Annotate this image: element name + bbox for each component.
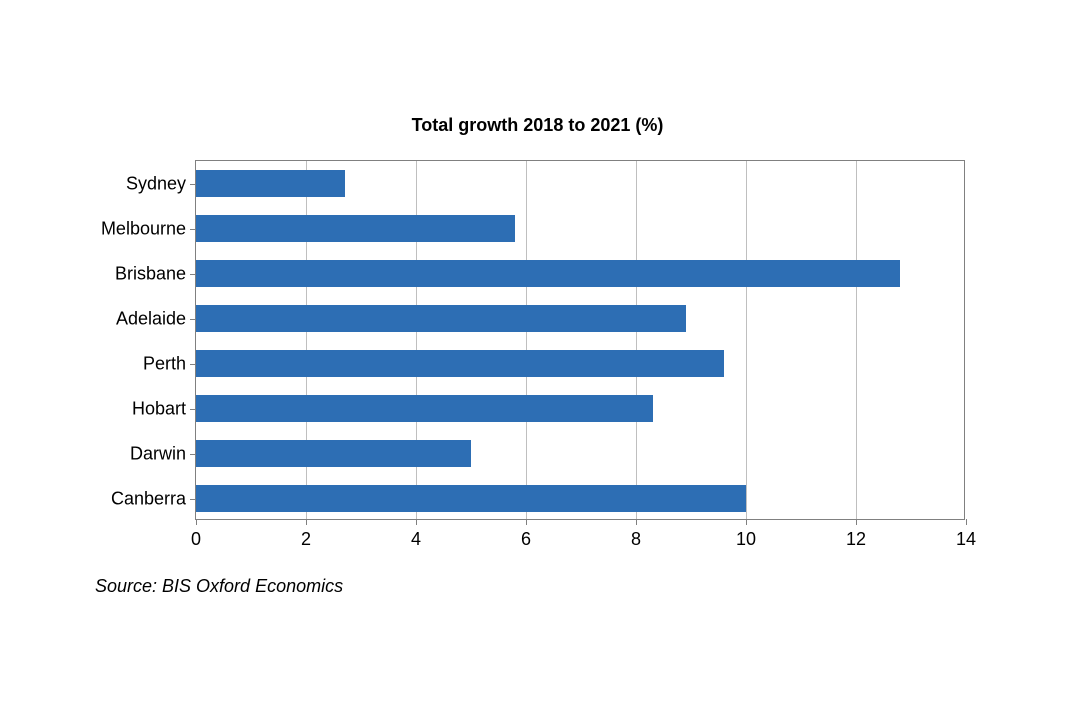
x-axis-label: 8 [631,519,641,550]
plot-area: 02468101214SydneyMelbourneBrisbaneAdelai… [195,160,965,520]
bar [196,260,900,288]
x-axis-label: 14 [956,519,976,550]
y-axis-label: Darwin [130,443,196,464]
bar [196,215,515,243]
bar [196,395,653,423]
chart-title: Total growth 2018 to 2021 (%) [0,115,1075,136]
gridline [856,161,857,519]
source-note: Source: BIS Oxford Economics [95,576,343,597]
x-axis-label: 2 [301,519,311,550]
y-axis-label: Perth [143,353,196,374]
x-axis-label: 6 [521,519,531,550]
bar [196,170,345,198]
x-axis-label: 12 [846,519,866,550]
bar [196,485,746,513]
y-axis-label: Melbourne [101,218,196,239]
x-axis-label: 10 [736,519,756,550]
y-axis-label: Sydney [126,173,196,194]
y-axis-label: Hobart [132,398,196,419]
y-axis-label: Adelaide [116,308,196,329]
gridline [746,161,747,519]
x-axis-label: 4 [411,519,421,550]
bar [196,350,724,378]
gridline [636,161,637,519]
gridline [526,161,527,519]
y-axis-label: Brisbane [115,263,196,284]
bar [196,440,471,468]
x-axis-label: 0 [191,519,201,550]
chart-container: Total growth 2018 to 2021 (%) 0246810121… [0,0,1075,719]
bar [196,305,686,333]
y-axis-label: Canberra [111,488,196,509]
